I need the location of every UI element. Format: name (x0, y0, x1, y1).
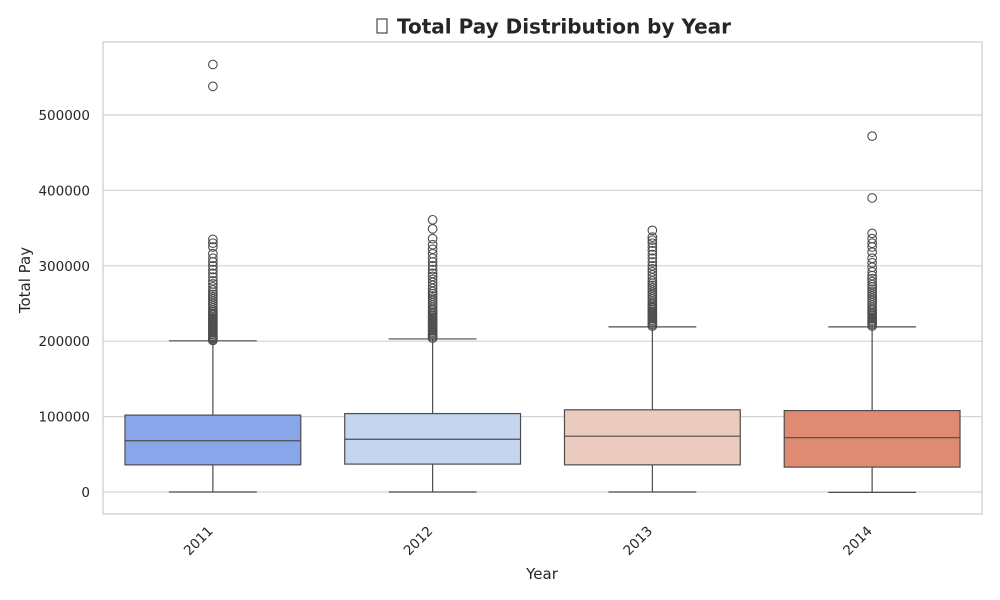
outlier-point (208, 81, 218, 92)
outlier-point (208, 291, 218, 302)
box-series (124, 59, 961, 493)
outlier-point (867, 286, 877, 297)
outlier-point (208, 260, 218, 271)
outlier-point (427, 233, 438, 244)
outlier-point (867, 193, 877, 203)
box-group-2014 (783, 131, 961, 493)
box-group-2013 (563, 225, 741, 493)
outlier-point (867, 131, 877, 141)
outlier-point (647, 257, 658, 267)
chart-title-group: Total Pay Distribution by Year (376, 15, 731, 39)
outlier-point (647, 235, 658, 246)
y-tick-label: 200000 (38, 334, 90, 350)
outlier-point (647, 260, 658, 271)
box-group-2011 (124, 59, 302, 493)
outlier-point (208, 276, 218, 286)
outlier-point (208, 242, 218, 252)
outlier-point (647, 225, 658, 236)
chart-title: Total Pay Distribution by Year (397, 15, 731, 39)
outlier-point (647, 263, 658, 274)
outlier-point (867, 253, 877, 264)
outlier-point (647, 282, 658, 293)
outlier-point (427, 271, 438, 282)
outlier-point (647, 238, 658, 249)
outlier-point (647, 232, 658, 242)
y-axis-label: Total Pay (16, 247, 34, 314)
outlier-point (647, 280, 658, 291)
outlier-point (427, 268, 438, 279)
outlier-point (867, 284, 877, 295)
outlier-point (208, 248, 218, 259)
outlier-point (867, 233, 877, 244)
outlier-point (647, 245, 658, 256)
outlier-point (208, 238, 218, 249)
outlier-point (867, 257, 877, 268)
outlier-point (427, 260, 438, 271)
outlier-point (208, 279, 218, 289)
outlier-point (867, 276, 877, 287)
outlier-point (427, 264, 438, 275)
box-iqr (783, 409, 961, 468)
y-tick-label: 0 (81, 485, 90, 501)
outlier-point (208, 282, 218, 292)
outlier-point (647, 242, 658, 252)
outlier-point (208, 264, 218, 275)
outlier-point (427, 214, 438, 225)
x-axis-label: Year (525, 565, 559, 583)
outlier-point (427, 293, 438, 304)
outlier-point (867, 238, 877, 249)
outlier-point (208, 272, 218, 282)
missing-glyph-icon (376, 18, 388, 34)
outlier-point (427, 244, 438, 255)
outlier-point (427, 291, 438, 301)
box-iqr (124, 414, 302, 466)
outlier-point (647, 266, 658, 277)
outlier-point (647, 249, 658, 260)
y-tick-label: 300000 (38, 259, 90, 275)
y-tick-label: 100000 (38, 410, 90, 426)
outlier-point (208, 268, 218, 279)
plot-area-frame (102, 41, 983, 515)
outlier-point (208, 253, 218, 264)
outlier-point (427, 274, 438, 285)
outlier-point (427, 239, 438, 250)
outlier-point (867, 228, 877, 239)
y-tick-labels: 0 100000 200000 300000 400000 500000 (38, 108, 90, 501)
outlier-point (208, 59, 218, 70)
outlier-point (867, 273, 877, 284)
y-tick-label: 400000 (38, 183, 90, 199)
outlier-point (647, 253, 658, 264)
box-iqr (563, 409, 741, 466)
box-group-2012 (344, 214, 522, 493)
y-tick-label: 500000 (38, 108, 90, 124)
outlier-point (208, 234, 218, 245)
outlier-point (208, 289, 218, 300)
